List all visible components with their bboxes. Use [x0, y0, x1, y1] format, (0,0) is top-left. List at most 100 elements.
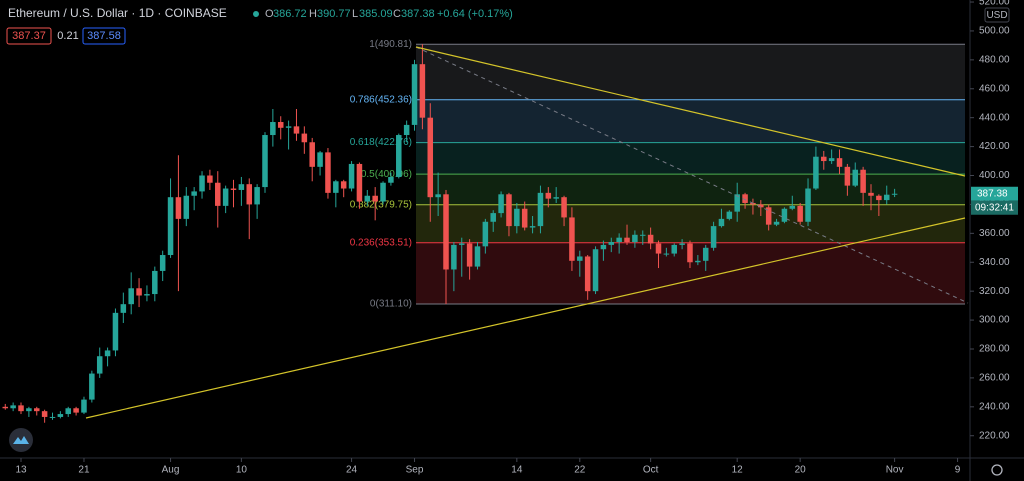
candle-body	[506, 194, 512, 227]
candle-body	[128, 288, 134, 305]
fib-level-label: 0.236(353.51)	[350, 237, 412, 248]
y-tick-label: 240.00	[979, 401, 1010, 412]
candle-body	[427, 117, 434, 198]
candle-body	[41, 411, 48, 417]
candle-body	[726, 211, 733, 219]
y-tick-label: 480.00	[979, 54, 1010, 65]
candle-body	[396, 135, 402, 177]
candle-body	[466, 243, 473, 267]
y-tick-label: 520.00	[979, 0, 1010, 8]
candle-body	[718, 218, 725, 227]
candle-body	[458, 243, 465, 245]
candle-body	[277, 122, 284, 128]
candle-body	[238, 184, 245, 190]
candle-body	[380, 182, 386, 202]
candle-body	[529, 226, 536, 228]
market-status	[253, 11, 259, 17]
x-tick-label: 12	[732, 465, 744, 476]
candle-body	[333, 181, 339, 193]
x-tick-label: Sep	[406, 465, 424, 476]
candle-body	[608, 242, 615, 245]
fib-band	[416, 99, 965, 143]
low-label: L	[352, 8, 358, 20]
candle-body	[482, 221, 489, 247]
candle-body	[687, 243, 693, 263]
open-value: 386.72	[273, 8, 307, 20]
settings-icon[interactable]	[991, 464, 1003, 476]
candle-body	[191, 191, 197, 196]
y-tick-label: 340.00	[979, 257, 1010, 268]
buy-box[interactable]	[82, 27, 126, 45]
candle-body	[199, 175, 205, 192]
upper-trend-line	[415, 46, 966, 177]
candle-body	[301, 133, 308, 143]
candle-body	[545, 192, 552, 199]
fib-retracement: 1(490.81) 0.786(452.36) 0.618(422.76) 0.5(4…	[350, 39, 965, 310]
open-label: O	[265, 8, 274, 20]
close-label: C	[393, 8, 401, 20]
candle-body	[451, 244, 457, 270]
candle-body	[230, 188, 237, 190]
ask-price: 387.58	[87, 30, 121, 42]
logo[interactable]	[9, 428, 33, 452]
candle-body	[144, 294, 150, 296]
x-tick-label: 20	[795, 465, 807, 476]
currency-box[interactable]	[984, 7, 1010, 23]
change-value: +0.64 (+0.17%)	[437, 8, 513, 20]
candle-body	[577, 256, 583, 261]
y-tick-label: 260.00	[979, 373, 1010, 384]
candle-body	[710, 226, 717, 248]
candle-body	[679, 243, 685, 245]
candle-body	[96, 356, 103, 374]
candle-body	[270, 122, 276, 136]
time-axis: 13 21 Aug 10 24 Sep 14 22 Oct 12 20 Nov 9	[15, 458, 961, 476]
trend-lines	[85, 46, 969, 419]
candle-body	[57, 414, 64, 417]
candle-body	[773, 221, 780, 225]
candle-body	[663, 253, 670, 255]
candle-body	[65, 408, 71, 415]
spread: 0.21	[57, 30, 78, 42]
x-tick-label: 13	[15, 465, 27, 476]
candle-body	[175, 197, 182, 219]
x-tick-label: 10	[236, 465, 248, 476]
x-tick-label: 9	[955, 465, 961, 476]
candle-body	[348, 163, 355, 189]
candle-body	[789, 205, 796, 209]
countdown-box	[971, 200, 1018, 215]
candle-body	[309, 142, 315, 167]
candle-body	[112, 312, 119, 351]
currency: USD	[986, 10, 1007, 21]
candle-body	[647, 234, 654, 244]
sell-box[interactable]	[6, 27, 52, 45]
candle-body	[498, 194, 504, 214]
candle-body	[254, 187, 260, 205]
x-tick-label: 22	[574, 465, 586, 476]
candle-body	[317, 152, 323, 167]
candle-body	[655, 243, 662, 254]
candle-body	[876, 195, 882, 201]
candle-body	[805, 188, 811, 222]
candle-body	[222, 188, 229, 206]
candle-body	[2, 406, 9, 409]
candle-body	[356, 163, 363, 202]
last-price-tag: 387.38 09:32:41	[971, 186, 1018, 215]
candle-body	[49, 416, 56, 418]
x-tick-label: Aug	[162, 465, 180, 476]
candle-body	[89, 373, 95, 400]
candle-body	[868, 192, 874, 196]
candle-body	[33, 408, 40, 412]
symbol-title: Ethereum / U.S. Dollar · 1D · COINBASE	[8, 6, 227, 20]
y-tick-label: 420.00	[979, 141, 1010, 152]
candle-body	[781, 208, 788, 222]
candle-body	[514, 208, 520, 227]
candle-body	[152, 270, 158, 295]
candle-body	[285, 126, 292, 128]
x-tick-label: 14	[511, 465, 523, 476]
y-tick-label: 280.00	[979, 344, 1010, 355]
candle-body	[246, 184, 253, 205]
candle-body	[616, 237, 622, 243]
logo-icon	[13, 436, 29, 444]
candle-body	[860, 169, 866, 193]
